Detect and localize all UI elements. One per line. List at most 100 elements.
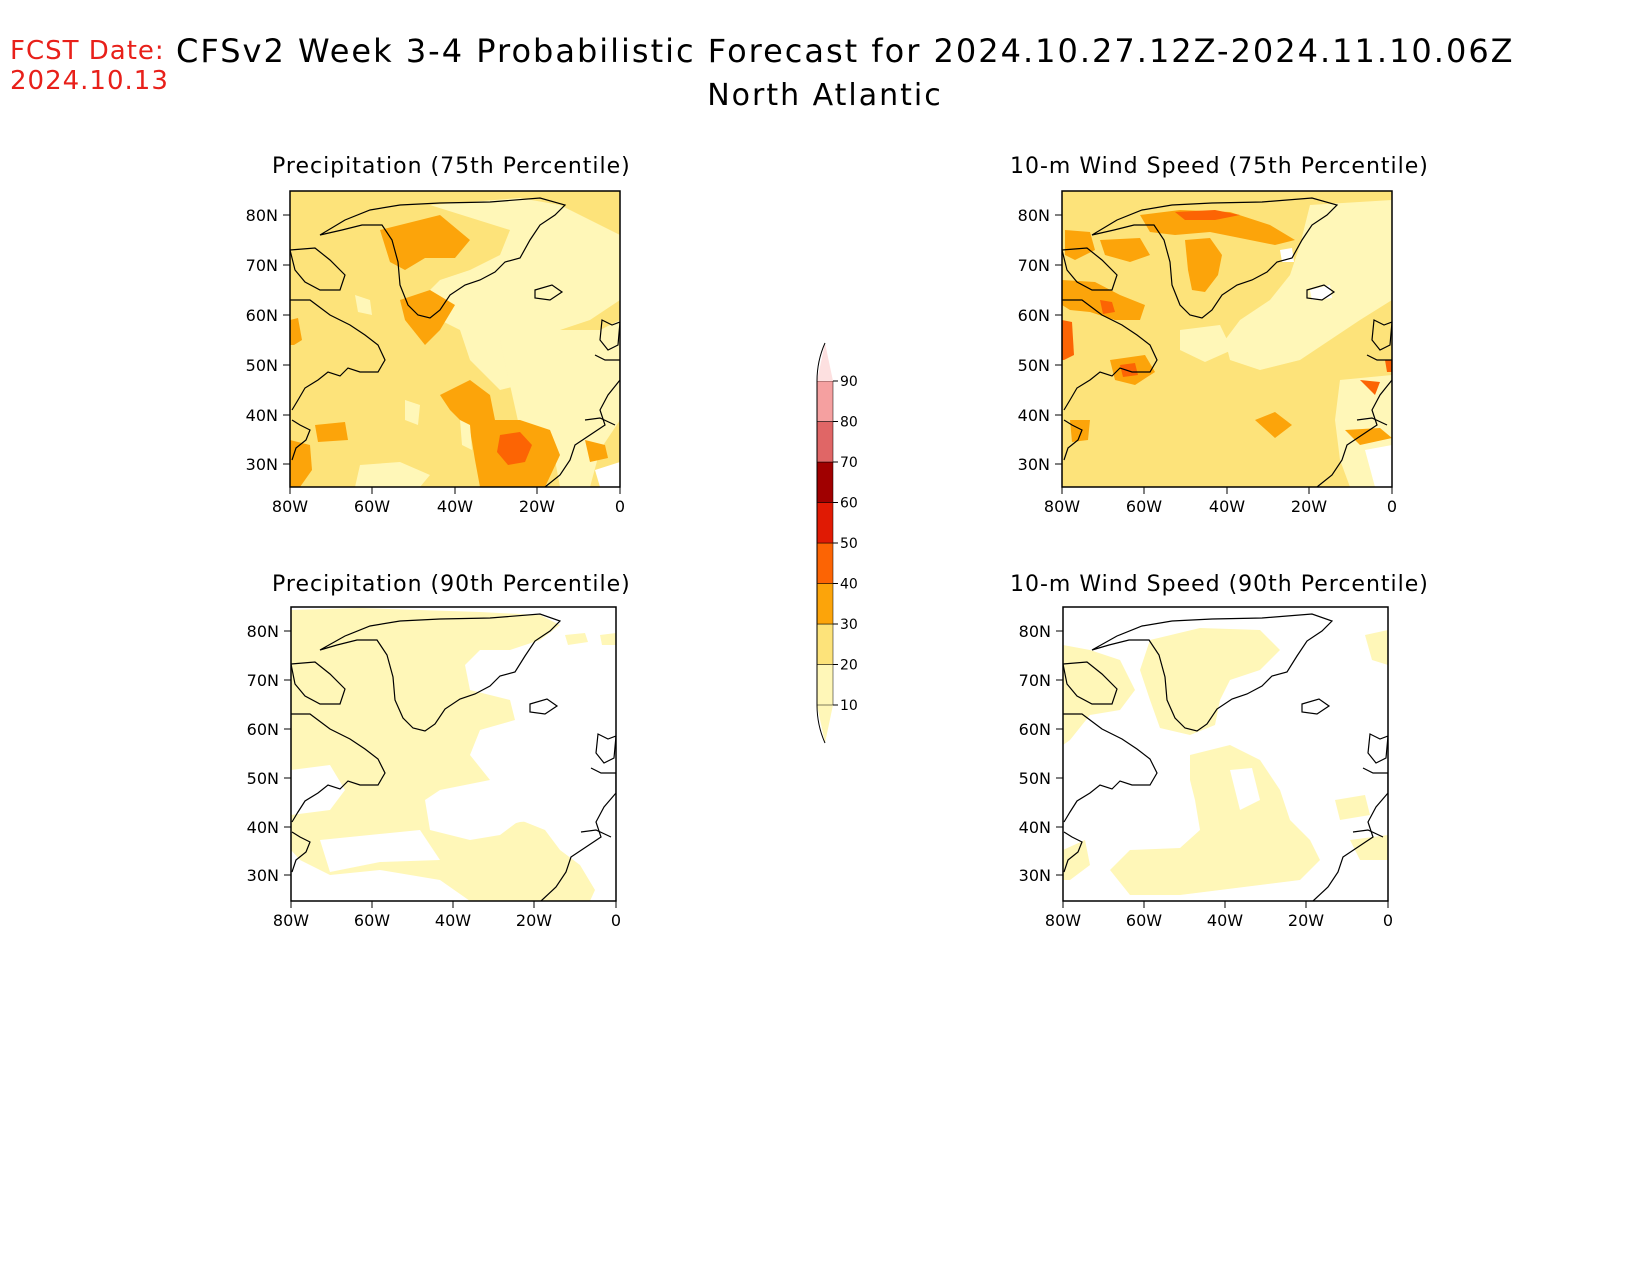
shade-30-40	[290, 318, 302, 345]
lat-tick-label: 70N	[1019, 671, 1051, 690]
lat-tick-label: 40N	[1018, 406, 1050, 425]
lat-tick-label: 60N	[1019, 720, 1051, 739]
lon-tick-label: 60W	[1126, 911, 1162, 930]
europe-africa-coast	[1316, 354, 1392, 487]
colorbar-swatch	[816, 623, 834, 665]
lat-tick-label: 30N	[246, 455, 278, 474]
lat-tick-label: 40N	[246, 406, 278, 425]
lat-axis: 80N 70N 60N 50N 40N 30N	[1018, 206, 1062, 474]
map-panel-wind-90: 80N 70N 60N 50N 40N 30N 80W 60W 40W 20W …	[1019, 606, 1393, 930]
shade-10-20	[1225, 200, 1392, 370]
shade-40-50	[1175, 210, 1240, 220]
lat-tick-label: 80N	[246, 206, 278, 225]
shade-10-20	[355, 295, 372, 315]
no-shade	[1310, 285, 1332, 300]
lon-tick-label: 0	[611, 911, 621, 930]
shade-30-40	[1062, 280, 1145, 320]
forecast-date-label: FCST Date:	[10, 36, 165, 66]
panel-title-wind-75: 10-m Wind Speed (75th Percentile)	[1010, 154, 1429, 179]
lon-tick-label: 80W	[1045, 911, 1081, 930]
us-east-coast	[291, 419, 311, 461]
iceland-coast	[1306, 284, 1336, 301]
colorbar-swatch	[816, 380, 834, 422]
shade-30-40	[1070, 420, 1090, 442]
lon-tick-label: 0	[615, 497, 625, 516]
colorbar-outline	[816, 342, 826, 744]
colorbar-level-label: 20	[840, 658, 858, 674]
shade-10-20	[1063, 840, 1090, 880]
shade-40-50	[497, 432, 532, 465]
british-isles-coast	[1371, 319, 1392, 351]
colorbar-upper-extension	[817, 343, 833, 381]
colorbar-swatch	[816, 421, 834, 463]
europe-africa-coast	[544, 354, 620, 487]
lon-tick-label: 40W	[437, 497, 473, 516]
iberia-coast	[584, 417, 616, 426]
lat-axis: 80N 70N 60N 50N 40N 30N	[246, 206, 290, 474]
lon-tick-label: 80W	[1044, 497, 1080, 516]
shade-40-50	[1062, 320, 1074, 360]
lon-tick-label: 40W	[1207, 911, 1243, 930]
lat-tick-label: 40N	[247, 818, 279, 837]
shade-10-20	[355, 462, 430, 487]
shade-10-20	[1365, 630, 1388, 665]
lon-axis: 80W 60W 40W 20W 0	[1045, 901, 1393, 930]
lat-tick-label: 40N	[1019, 818, 1051, 837]
shade-10-20	[1180, 325, 1232, 362]
lon-axis: 80W 60W 40W 20W 0	[273, 901, 621, 930]
map-panel-precip-90: 80N 70N 60N 50N 40N 30N 80W 60W 40W 20W …	[247, 606, 621, 930]
colorbar-level-label: 30	[840, 617, 858, 633]
colorbar-swatch	[816, 583, 834, 625]
shade-30-40	[1100, 238, 1150, 262]
colorbar-swatch	[816, 664, 834, 706]
colorbar-level-label: 80	[840, 415, 858, 431]
no-shade	[1365, 445, 1392, 487]
labrador-coast	[291, 713, 386, 823]
panel-title-precip-90: Precipitation (90th Percentile)	[272, 572, 631, 597]
shade-10-20	[1335, 795, 1370, 820]
colorbar-swatch	[816, 502, 834, 544]
shade-30-40	[1065, 230, 1095, 260]
shade-40-50	[1120, 363, 1138, 377]
forecast-date: 2024.10.13	[10, 66, 169, 96]
shade-10-20	[420, 198, 620, 390]
shade-10-20	[1140, 628, 1280, 735]
shade-30-40	[585, 440, 608, 462]
colorbar-level-label: 10	[840, 698, 858, 714]
coastlines	[291, 613, 616, 901]
lat-tick-label: 70N	[1018, 256, 1050, 275]
shade-30-40	[440, 380, 560, 487]
no-shade	[480, 795, 545, 830]
lon-tick-label: 60W	[354, 497, 390, 516]
labrador-coast	[1062, 299, 1158, 411]
shade-10-20	[1110, 745, 1320, 895]
lon-tick-label: 40W	[435, 911, 471, 930]
shade-10-20	[600, 633, 616, 645]
lat-tick-label: 30N	[1019, 866, 1051, 885]
baffin-coast	[290, 247, 346, 291]
colorbar-lower-extension	[817, 705, 833, 743]
us-east-coast	[291, 831, 311, 873]
iberia-coast	[1356, 417, 1388, 426]
shade-30-40	[1345, 428, 1392, 445]
lon-tick-label: 0	[1383, 911, 1393, 930]
colorbar-level-label: 40	[840, 577, 858, 593]
lat-tick-label: 80N	[1019, 622, 1051, 641]
colorbar-level-label: 60	[840, 496, 858, 512]
greenland-coast	[319, 197, 567, 319]
british-isles-coast	[1367, 733, 1388, 764]
shade-30-40	[380, 215, 470, 270]
shade-10-20	[1350, 835, 1388, 860]
lat-axis: 80N 70N 60N 50N 40N 30N	[1019, 622, 1063, 885]
lat-tick-label: 50N	[1018, 356, 1050, 375]
lat-tick-label: 60N	[1018, 306, 1050, 325]
region-title: North Atlantic	[707, 78, 943, 113]
lon-tick-label: 40W	[1209, 497, 1245, 516]
no-shade	[595, 462, 620, 487]
lat-tick-label: 50N	[246, 356, 278, 375]
colorbar-level-label: 70	[840, 455, 858, 471]
shade-40-50	[1385, 360, 1392, 372]
iberia-coast	[1352, 829, 1384, 838]
lat-tick-label: 60N	[246, 306, 278, 325]
lon-tick-label: 20W	[519, 497, 555, 516]
